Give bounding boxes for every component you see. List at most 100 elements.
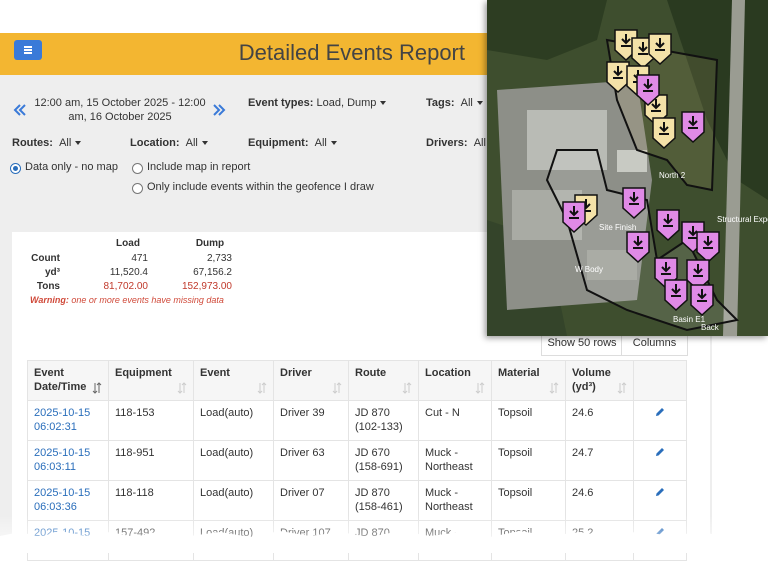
radio-label[interactable]: Only include events within the geofence … <box>147 181 374 193</box>
table-row: 2025-10-15 06:03:11 118-951 Load(auto) Driv… <box>27 440 687 481</box>
filter-value[interactable]: Load, Dump <box>316 97 377 109</box>
table-row: 2025-10-15 06:02:31 118-153 Load(auto) Driv… <box>27 400 687 441</box>
header-bar: Detailed Events Report <box>0 33 487 75</box>
summary-value: 471 <box>131 253 148 264</box>
filter-value[interactable]: All <box>473 137 486 149</box>
column-header[interactable]: Event <box>193 360 274 401</box>
edit-icon[interactable] <box>654 406 666 418</box>
edit-cell <box>633 400 687 441</box>
table-cell: Load(auto) <box>193 440 274 481</box>
table-cell: Driver 39 <box>273 400 349 441</box>
table-cell: Muck - Northeast <box>418 480 492 521</box>
edit-icon[interactable] <box>654 446 666 458</box>
map-label: Back <box>701 323 720 332</box>
table-cell[interactable]: 2025-10-15 06:03:36 <box>27 480 109 521</box>
header-text: Location <box>425 367 471 379</box>
map-label: W Body <box>575 265 603 274</box>
table-cell: Topsoil <box>491 400 566 441</box>
sort-icon[interactable] <box>257 382 267 394</box>
map-label: Structural Export <box>717 215 768 224</box>
column-header[interactable]: Volume (yd³) <box>565 360 634 401</box>
edit-icon[interactable] <box>654 486 666 498</box>
radio-button[interactable] <box>10 163 21 174</box>
sort-icon[interactable] <box>332 382 342 394</box>
header-text: Material <box>498 367 540 379</box>
summary-value: 11,520.4 <box>109 267 148 278</box>
summary-header: Load <box>116 238 140 249</box>
radio-button[interactable] <box>132 163 143 174</box>
filter-label: Equipment: <box>248 137 309 149</box>
summary-label: Count <box>31 253 60 264</box>
table-cell: 118-153 <box>108 400 194 441</box>
table-row: 2025-10-15 06:03:36 118-118 Load(auto) Driv… <box>27 480 687 521</box>
sort-icon[interactable] <box>549 382 559 394</box>
header-text: Volume (yd³) <box>572 367 611 393</box>
sort-icon[interactable] <box>92 382 102 394</box>
filter-value[interactable]: All <box>460 97 473 109</box>
header-row: Event Date/Time Equipment Event Driver Route… <box>27 360 687 401</box>
warning-label: Warning: <box>30 295 69 305</box>
next-arrow[interactable] <box>212 103 226 117</box>
menu-button[interactable] <box>14 40 42 60</box>
sort-icon[interactable] <box>177 382 187 394</box>
summary-value: 67,156.2 <box>193 267 232 278</box>
column-header[interactable]: Route <box>348 360 419 401</box>
radio-button[interactable] <box>132 183 143 194</box>
table-cell: Topsoil <box>491 440 566 481</box>
table-cell: 24.6 <box>565 400 634 441</box>
filter-label: Event types: <box>248 97 314 109</box>
filter-label: Routes: <box>12 137 53 149</box>
table-cell: Cut - N <box>418 400 492 441</box>
map-label: Site Finish <box>599 223 636 232</box>
summary-value: 2,733 <box>206 253 232 264</box>
table-cell: Muck - Northeast <box>418 440 492 481</box>
edit-cell <box>633 480 687 521</box>
torn-edge <box>0 531 768 553</box>
filter-value[interactable]: All <box>59 137 72 149</box>
table-cell: Driver 63 <box>273 440 349 481</box>
column-header[interactable]: Driver <box>273 360 349 401</box>
table-cell: 118-951 <box>108 440 194 481</box>
radio-label[interactable]: Data only - no map <box>25 161 118 173</box>
map-label: North 2 <box>659 171 686 180</box>
map[interactable]: North 2 Site Finish W Body Structural Ex… <box>487 0 768 336</box>
column-header[interactable]: Event Date/Time <box>27 360 109 401</box>
summary-label: Tons <box>36 281 60 292</box>
edit-cell <box>633 440 687 481</box>
table-cell: Load(auto) <box>193 400 274 441</box>
sort-icon[interactable] <box>402 382 412 394</box>
page-title: Detailed Events Report <box>238 40 465 65</box>
prev-arrow[interactable] <box>13 103 27 117</box>
sort-icon[interactable] <box>475 382 485 394</box>
summary-value: 81,702.00 <box>103 281 149 292</box>
column-header[interactable]: Location <box>418 360 492 401</box>
table-cell[interactable]: 2025-10-15 06:03:11 <box>27 440 109 481</box>
filter-label: Tags: <box>426 97 455 109</box>
table-cell: Topsoil <box>491 480 566 521</box>
date-range[interactable]: 12:00 am, 15 October 2025 - 12:00 am, 16… <box>34 97 206 123</box>
radio-label[interactable]: Include map in report <box>147 161 251 173</box>
table-cell: JD 670 (158-691) <box>348 440 419 481</box>
header-text: Driver <box>280 367 312 379</box>
table-cell[interactable]: 2025-10-15 06:02:31 <box>27 400 109 441</box>
summary-value: 152,973.00 <box>181 281 232 292</box>
header-text: Equipment <box>115 367 172 379</box>
header-text: Event <box>200 367 230 379</box>
sort-icon[interactable] <box>617 382 627 394</box>
filter-value[interactable]: All <box>314 137 327 149</box>
column-header[interactable]: Equipment <box>108 360 194 401</box>
summary-header: Dump <box>195 238 225 249</box>
table-cell: 24.7 <box>565 440 634 481</box>
filter-value[interactable]: All <box>185 137 198 149</box>
map-label: Basin E1 <box>673 315 706 324</box>
column-header <box>633 360 687 401</box>
column-header[interactable]: Material <box>491 360 566 401</box>
table-cell: JD 870 (102-133) <box>348 400 419 441</box>
header-text: Route <box>355 367 387 379</box>
warning-text: one or more events have missing data <box>71 295 224 305</box>
summary-label: yd³ <box>45 267 60 278</box>
filter-label: Drivers: <box>426 137 468 149</box>
filter-label: Location: <box>130 137 180 149</box>
header-text: Event Date/Time <box>34 367 87 393</box>
